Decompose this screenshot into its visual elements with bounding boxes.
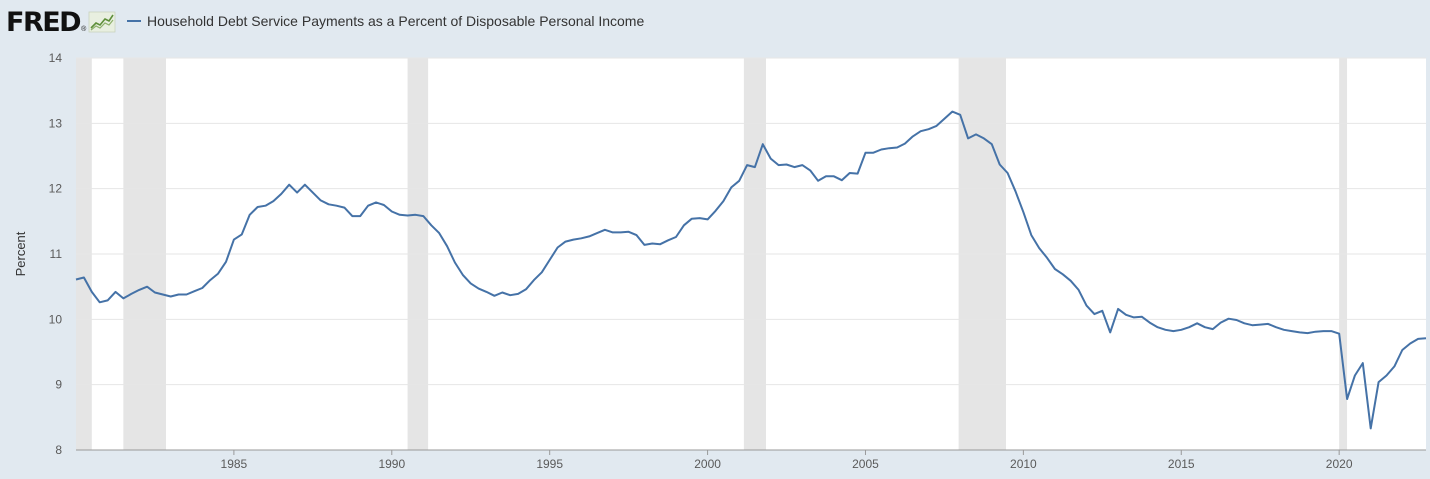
- registered-mark: ®: [81, 26, 87, 33]
- series-line: [75, 110, 1427, 430]
- x-tick-label: 2020: [1326, 457, 1353, 471]
- y-axis-title: Percent: [13, 231, 28, 276]
- legend-series-label: Household Debt Service Payments as a Per…: [147, 13, 645, 29]
- y-tick-label: 12: [49, 182, 63, 196]
- chart-legend: Household Debt Service Payments as a Per…: [127, 13, 644, 29]
- x-tick-label: 1990: [378, 457, 405, 471]
- x-tick-label: 2010: [1010, 457, 1037, 471]
- x-tick-label: 2015: [1168, 457, 1195, 471]
- y-tick-label: 9: [55, 378, 62, 392]
- x-tick-label: 2000: [694, 457, 721, 471]
- chart-header: FRED ® Household Debt Service Payments a…: [0, 0, 1430, 46]
- fred-logo[interactable]: FRED ®: [6, 6, 116, 38]
- x-tick-label: 1995: [536, 457, 563, 471]
- y-tick-label: 10: [49, 312, 63, 326]
- y-tick-label: 13: [49, 116, 63, 130]
- legend-swatch: [127, 20, 141, 22]
- line-chart: 8 9 10 11 12 13 14 1985 1990 1995 2000 2005 2010 2015…: [13, 51, 1427, 471]
- y-tick-label: 11: [50, 247, 63, 261]
- y-tick-label: 14: [49, 51, 63, 65]
- logo-wordmark: FRED: [6, 6, 82, 38]
- x-tick-label: 2005: [852, 457, 879, 471]
- y-tick-label: 8: [55, 443, 62, 457]
- chart-line-icon: [88, 11, 116, 33]
- x-tick-label: 1985: [221, 457, 248, 471]
